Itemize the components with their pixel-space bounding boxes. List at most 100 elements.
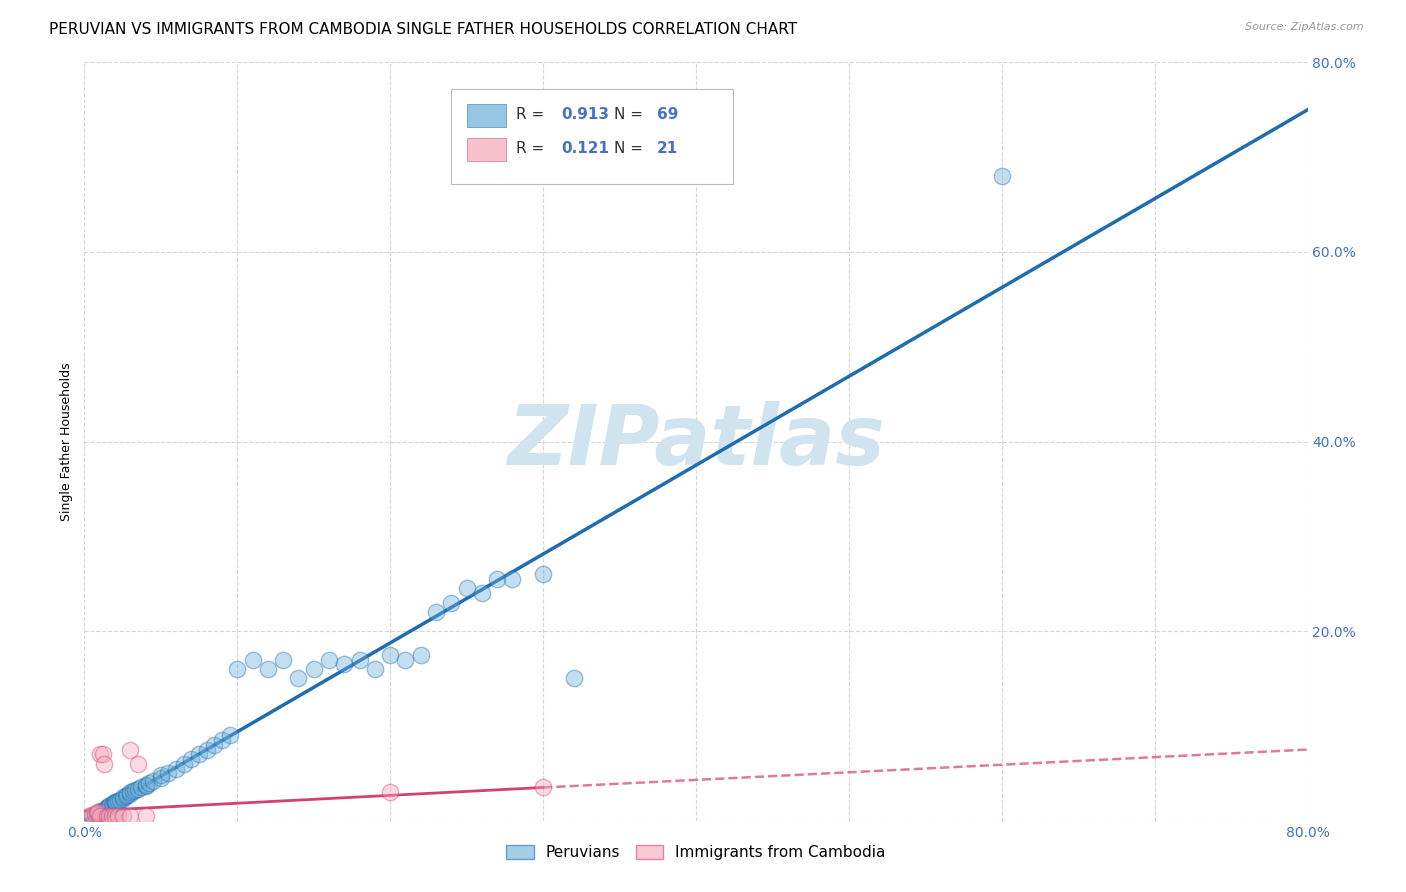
Y-axis label: Single Father Households: Single Father Households bbox=[59, 362, 73, 521]
Point bbox=[114, 789, 136, 803]
Point bbox=[77, 809, 100, 823]
FancyBboxPatch shape bbox=[467, 104, 506, 127]
Text: R =: R = bbox=[516, 107, 550, 122]
Point bbox=[120, 785, 142, 799]
Point bbox=[562, 672, 585, 686]
Point bbox=[98, 798, 121, 813]
Point bbox=[111, 789, 134, 804]
Point bbox=[93, 803, 115, 817]
Text: 0.913: 0.913 bbox=[561, 107, 609, 122]
Point bbox=[318, 652, 340, 666]
Point bbox=[135, 779, 157, 793]
Point bbox=[409, 648, 432, 662]
Point bbox=[440, 596, 463, 610]
Point bbox=[380, 785, 402, 799]
Point bbox=[93, 756, 115, 771]
Point bbox=[97, 799, 120, 814]
Point bbox=[127, 782, 149, 797]
Text: ZIPatlas: ZIPatlas bbox=[508, 401, 884, 482]
Point bbox=[101, 809, 124, 823]
Point bbox=[89, 809, 111, 823]
Text: 0.121: 0.121 bbox=[561, 141, 609, 156]
Point bbox=[211, 733, 233, 747]
Point bbox=[96, 801, 118, 815]
Point bbox=[287, 672, 309, 686]
Point bbox=[89, 747, 111, 762]
Point bbox=[84, 807, 107, 822]
Point bbox=[104, 795, 127, 809]
Point bbox=[991, 169, 1014, 184]
Point bbox=[120, 787, 142, 801]
Point bbox=[202, 738, 225, 752]
Point bbox=[89, 804, 111, 818]
Point bbox=[111, 809, 134, 823]
Text: 21: 21 bbox=[657, 141, 678, 156]
Point bbox=[107, 809, 129, 823]
Point bbox=[120, 809, 142, 823]
Point bbox=[122, 784, 145, 798]
Point bbox=[349, 652, 371, 666]
Point bbox=[80, 808, 103, 822]
Point bbox=[104, 796, 127, 810]
Point bbox=[129, 780, 152, 795]
FancyBboxPatch shape bbox=[467, 138, 506, 161]
Legend: Peruvians, Immigrants from Cambodia: Peruvians, Immigrants from Cambodia bbox=[501, 838, 891, 866]
Point bbox=[188, 747, 211, 762]
Point bbox=[86, 808, 108, 822]
Point bbox=[120, 742, 142, 756]
Point bbox=[425, 605, 447, 619]
Point bbox=[149, 768, 172, 782]
Point bbox=[242, 652, 264, 666]
Point bbox=[80, 811, 103, 825]
Point bbox=[333, 657, 356, 672]
Point bbox=[127, 756, 149, 771]
Point bbox=[96, 800, 118, 814]
Point bbox=[218, 728, 240, 742]
Point bbox=[394, 652, 416, 666]
Point bbox=[364, 662, 387, 676]
Text: PERUVIAN VS IMMIGRANTS FROM CAMBODIA SINGLE FATHER HOUSEHOLDS CORRELATION CHART: PERUVIAN VS IMMIGRANTS FROM CAMBODIA SIN… bbox=[49, 22, 797, 37]
Point bbox=[180, 752, 202, 766]
Point bbox=[486, 572, 509, 586]
Point bbox=[271, 652, 294, 666]
Point bbox=[91, 804, 114, 818]
Point bbox=[138, 776, 160, 790]
Point bbox=[195, 742, 218, 756]
Point bbox=[502, 572, 524, 586]
Point bbox=[104, 809, 127, 823]
Point bbox=[115, 788, 138, 802]
Point bbox=[87, 805, 110, 819]
Point bbox=[103, 797, 125, 811]
Point bbox=[142, 773, 165, 788]
Point bbox=[105, 795, 128, 809]
Point bbox=[531, 780, 554, 795]
Text: N =: N = bbox=[614, 141, 648, 156]
Point bbox=[149, 771, 172, 785]
Point bbox=[87, 807, 110, 822]
Point bbox=[94, 802, 117, 816]
Point bbox=[107, 794, 129, 808]
Point bbox=[101, 797, 124, 812]
Point bbox=[456, 582, 478, 596]
Point bbox=[135, 778, 157, 792]
Point bbox=[89, 805, 111, 819]
FancyBboxPatch shape bbox=[451, 89, 733, 184]
Point bbox=[108, 793, 131, 807]
Point bbox=[124, 783, 146, 797]
Point bbox=[531, 567, 554, 582]
Point bbox=[173, 756, 195, 771]
Point bbox=[86, 806, 108, 821]
Text: N =: N = bbox=[614, 107, 648, 122]
Point bbox=[96, 809, 118, 823]
Point bbox=[302, 662, 325, 676]
Point bbox=[84, 809, 107, 823]
Point bbox=[165, 762, 187, 776]
Text: Source: ZipAtlas.com: Source: ZipAtlas.com bbox=[1246, 22, 1364, 32]
Point bbox=[89, 806, 111, 821]
Point bbox=[97, 809, 120, 823]
Point bbox=[257, 662, 280, 676]
Point bbox=[135, 809, 157, 823]
Point bbox=[380, 648, 402, 662]
Text: R =: R = bbox=[516, 141, 550, 156]
Point bbox=[111, 792, 134, 806]
